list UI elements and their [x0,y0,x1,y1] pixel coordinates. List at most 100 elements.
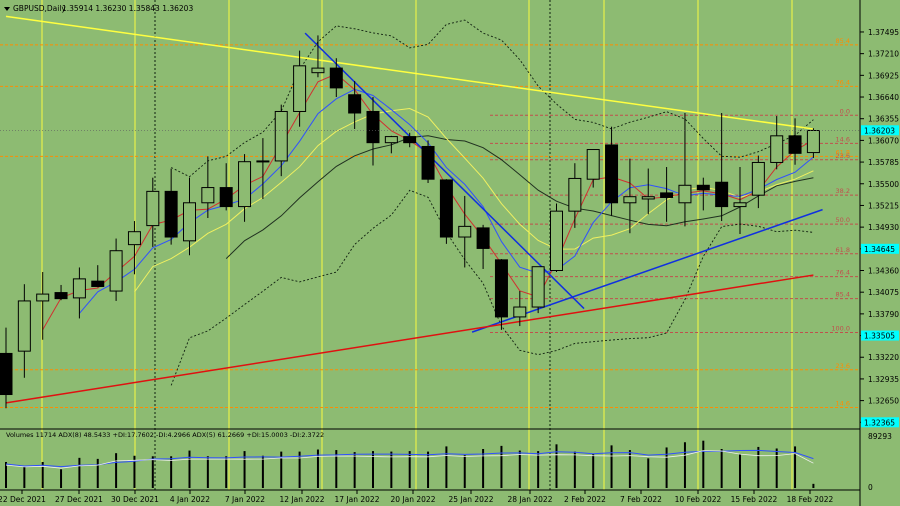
price-axis-label: 1.34075 [868,288,899,297]
date-axis-label: 12 Jan 2022 [280,495,325,504]
price-axis-label: 1.37495 [868,28,899,37]
adx-di-line [5,450,814,469]
price-axis-label: 1.32935 [868,375,899,384]
candle-body [586,149,600,180]
date-axis-label: 7 Feb 2022 [620,495,662,504]
fib-level-label: 100.0 [831,325,850,333]
candle-body [72,278,86,299]
price-axis-label: 1.36925 [868,71,899,80]
price-axis-label: 1.34360 [868,267,899,276]
fib-level-label: 38.2 [836,187,850,195]
candle-body [164,190,178,238]
date-axis-label: 25 Jan 2022 [449,495,494,504]
uptrend-line [471,208,823,333]
price-axis-label: 1.35785 [868,158,899,167]
candle-body [329,67,343,89]
fib-level-label: 14.6 [836,135,850,143]
date-axis-label: 10 Feb 2022 [675,495,722,504]
level-price-marker [861,330,899,341]
date-axis-label: 20 Jan 2022 [391,495,436,504]
fib-level-label: 76.4 [836,269,850,277]
fib-level-label: 85.4 [836,37,850,45]
candle-body [348,94,362,114]
symbol-label: GBPUSD,Daily [13,4,66,13]
candle-body [219,187,233,208]
dropdown-arrow-icon [4,7,10,11]
date-axis-label: 4 Jan 2022 [170,495,210,504]
candle-body [311,67,325,74]
fib-level-label: 0.0 [840,107,850,115]
price-axis-label: 1.36355 [868,115,899,124]
candle-body [366,110,380,144]
candle-body [201,187,215,204]
candle-body [605,144,619,204]
price-axis-label: 1.35215 [868,201,899,210]
candle-body [696,184,710,191]
candle-body [91,280,105,287]
price-axis-label: 1.37210 [868,50,899,59]
price-axis-label: 1.36070 [868,136,899,145]
date-axis-label: 28 Jan 2022 [508,495,553,504]
candle-body [127,231,141,246]
candle-body [788,135,802,154]
price-axis-label: 1.33790 [868,310,899,319]
downtrend-line [304,32,585,310]
date-axis-label: 15 Feb 2022 [731,495,778,504]
level-price-marker [861,417,899,428]
current-price-marker [861,125,899,136]
candle-body [238,161,252,208]
candle-body [660,192,674,198]
date-axis-label: 18 Feb 2022 [787,495,834,504]
level-price-value: 1.34645 [864,245,895,254]
candle-body [17,300,31,352]
fib-level-label: 85.4 [836,291,850,299]
candle-body [0,352,13,396]
date-axis-label: 30 Dec 2021 [111,495,159,504]
fib-level-label: 23.6 [836,152,850,160]
price-axis-label: 1.32650 [868,397,899,406]
candle-body [109,250,123,292]
candle-body [770,135,784,163]
level-price-marker [861,243,899,254]
candle-body [641,196,655,200]
date-axis-label: 2 Feb 2022 [564,495,606,504]
candle-body [568,177,582,212]
candle-body [439,179,453,238]
candle-body [256,160,270,163]
candle-body [550,210,563,271]
fib-level-label: 50.0 [836,216,850,224]
date-axis-label: 17 Jan 2022 [335,495,380,504]
current-price-value: 1.36203 [864,126,895,135]
candle-body [806,130,820,154]
candle-body [678,184,692,204]
price-axis-label: 1.36640 [868,93,899,102]
candle-body [458,225,472,238]
candle-body [54,292,68,300]
candle-body [36,293,50,302]
candle-body [476,227,490,249]
fib-level-label: 61.8 [836,246,850,254]
candle-body [751,161,765,196]
fib-level-label: 76.4 [836,78,850,86]
price-axis-label: 1.34930 [868,223,899,232]
level-price-value: 1.32365 [864,418,895,427]
price-axis-label: 1.35500 [868,180,899,189]
price-axis-label: 1.33220 [868,353,899,362]
fib-level-label: 23.6 [836,362,850,370]
fib-level-label: 14.6 [836,399,850,407]
candle-body [715,181,729,208]
level-price-value: 1.33505 [864,332,895,341]
lower-band-line [170,189,814,386]
candle-body [513,306,527,318]
candle-body [531,266,545,308]
date-axis-label: 7 Jan 2022 [225,495,265,504]
date-axis-label: 27 Dec 2021 [55,495,103,504]
candle-body [733,202,747,208]
indicator-label: Volumes 11714 ADX(8) 48.5433 +DI:17.7602… [6,431,324,439]
ohlc-values: 1.35914 1.36230 1.35843 1.36203 [62,4,193,13]
candle-body [183,202,196,242]
indicator-zero-label: 0 [868,483,873,492]
